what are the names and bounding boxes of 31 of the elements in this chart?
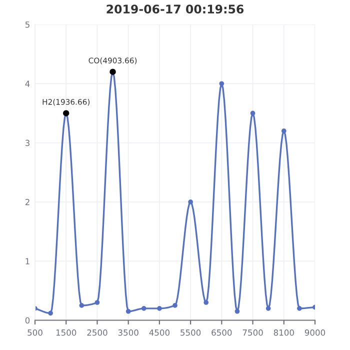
x-tick-label: 9000 — [304, 329, 326, 336]
chart-title: 2019-06-17 00:19:56 — [106, 4, 244, 14]
point — [126, 308, 131, 314]
x-tick-label: 7500 — [242, 329, 263, 336]
y-tick-label: 2 — [25, 198, 30, 206]
point — [204, 300, 209, 305]
point — [79, 303, 84, 308]
point — [141, 306, 146, 311]
point — [172, 303, 178, 308]
point — [297, 306, 302, 311]
y-tick-label: 3 — [25, 140, 30, 146]
point — [281, 128, 286, 134]
point — [234, 308, 240, 314]
x-tick-label: 6500 — [212, 329, 232, 336]
x-tick-label: 1500 — [56, 329, 76, 336]
point — [250, 110, 256, 116]
x-tick-label: 500 — [28, 329, 42, 336]
point — [48, 310, 53, 316]
point — [94, 300, 100, 305]
y-tick-label: 1 — [26, 258, 30, 264]
point — [219, 81, 224, 86]
point — [188, 200, 193, 204]
point — [157, 306, 162, 311]
x-tick-label: 2500 — [87, 329, 108, 336]
y-tick-label: 4 — [25, 80, 30, 87]
x-tick-label: 4500 — [149, 329, 170, 336]
x-tick-label: 3500 — [118, 329, 138, 336]
y-tick-label: 5 — [25, 22, 30, 28]
x-tick-label: 5500 — [180, 329, 201, 336]
x-tick-label: 8100 — [274, 329, 294, 336]
y-tick-label: 0 — [25, 317, 30, 324]
